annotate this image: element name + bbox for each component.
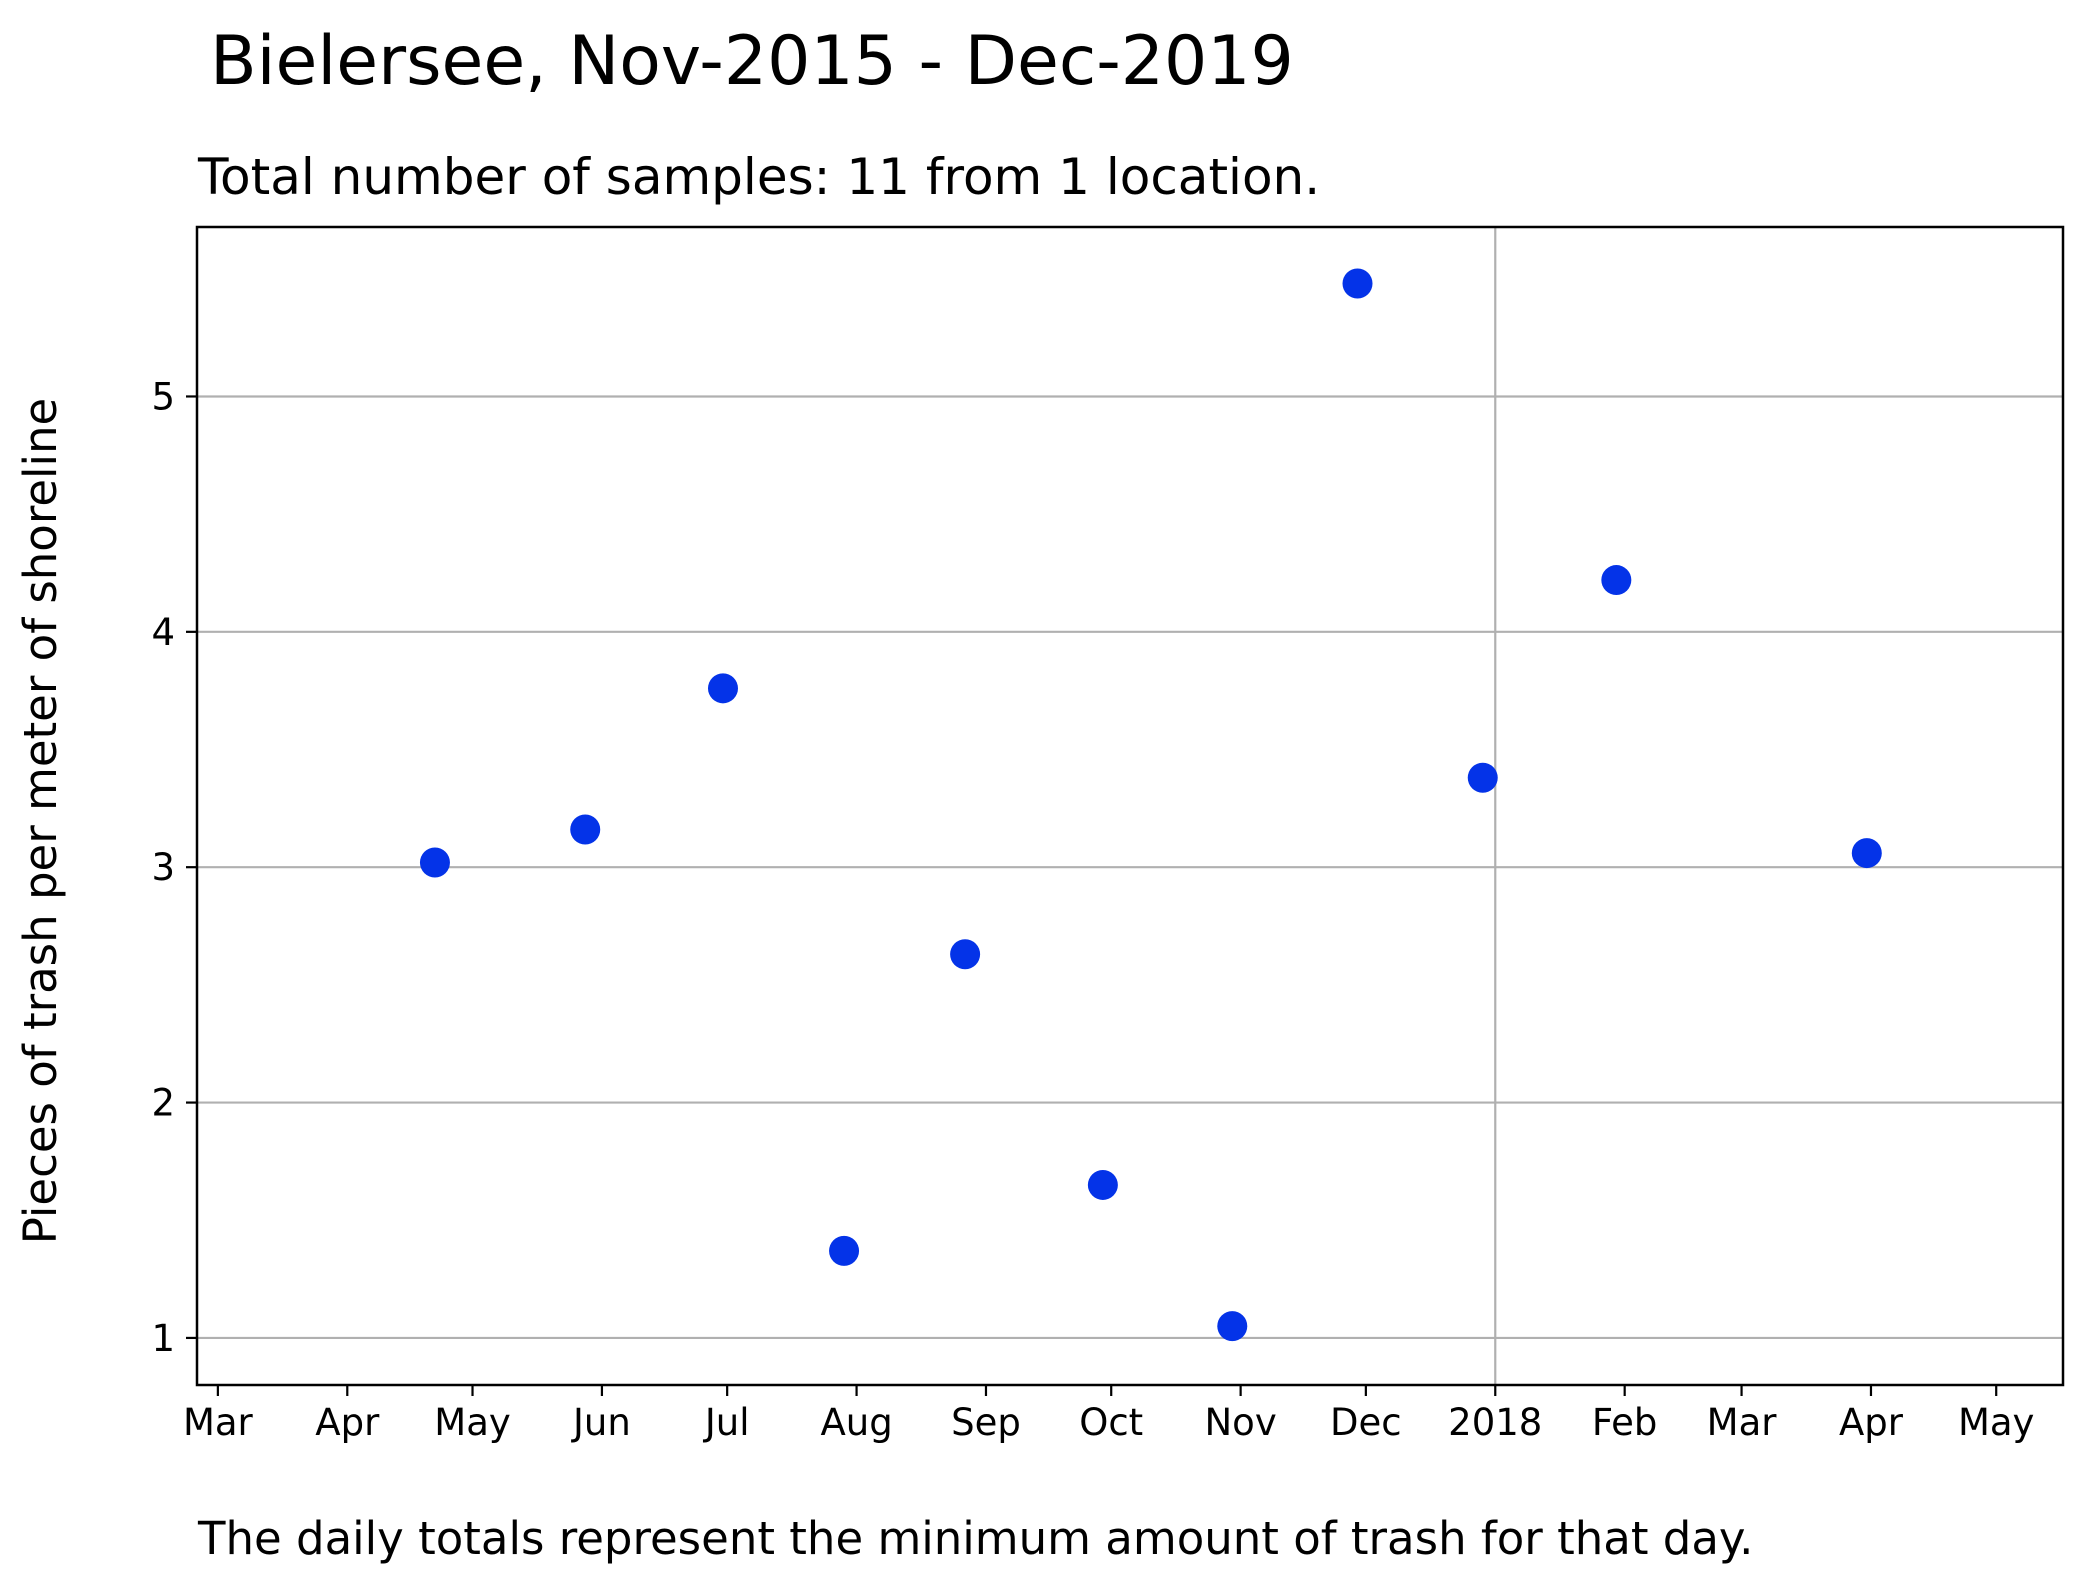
x-tick-label: Nov — [1205, 1401, 1277, 1444]
x-tick-label: May — [434, 1401, 511, 1444]
data-point — [1087, 1169, 1118, 1200]
tick-layer: 1 2 3 4 5 Mar Apr May Jun Jul Aug Sep Oct Nov Dec 2018 F… — [151, 375, 2034, 1444]
x-tick-label: Jul — [703, 1401, 750, 1444]
y-tick-label: 1 — [151, 1317, 175, 1360]
x-tick-label: Mar — [1707, 1401, 1778, 1444]
y-tick-label: 3 — [151, 846, 175, 889]
x-tick-label: Aug — [820, 1401, 892, 1444]
y-axis-label: Pieces of trash per meter of shoreline — [14, 398, 67, 1244]
x-tick-label: Mar — [183, 1401, 254, 1444]
data-point — [1342, 268, 1373, 299]
x-tick-label: Apr — [1839, 1401, 1904, 1444]
data-point — [829, 1235, 860, 1266]
data-point — [1851, 838, 1882, 869]
data-point — [950, 939, 981, 970]
x-tick-label: Jun — [571, 1401, 631, 1444]
plot-frame — [195, 225, 2065, 1387]
y-tick-label: 2 — [151, 1082, 175, 1125]
x-tick-label: Oct — [1079, 1401, 1143, 1444]
x-tick-label: Dec — [1330, 1401, 1402, 1444]
data-point — [419, 847, 450, 878]
y-tick-label: 4 — [151, 611, 175, 654]
chart-subtitle: Total number of samples: 11 from 1 locat… — [198, 148, 1321, 206]
y-tick-label: 5 — [151, 375, 175, 418]
data-point — [1467, 762, 1498, 793]
data-point — [1601, 565, 1632, 596]
chart-footnote: The daily totals represent the minimum a… — [198, 1512, 1754, 1565]
chart-title: Bielersee, Nov-2015 - Dec-2019 — [210, 22, 1294, 101]
x-tick-label: May — [1958, 1401, 2035, 1444]
grid-layer — [197, 227, 2063, 1385]
x-tick-label: 2018 — [1448, 1401, 1542, 1444]
point-layer — [419, 268, 1882, 1342]
data-point — [570, 814, 601, 845]
x-tick-label: Feb — [1592, 1401, 1658, 1444]
x-tick-label: Apr — [315, 1401, 380, 1444]
data-point — [707, 673, 738, 704]
data-point — [1217, 1311, 1248, 1342]
x-tick-label: Sep — [951, 1401, 1021, 1444]
